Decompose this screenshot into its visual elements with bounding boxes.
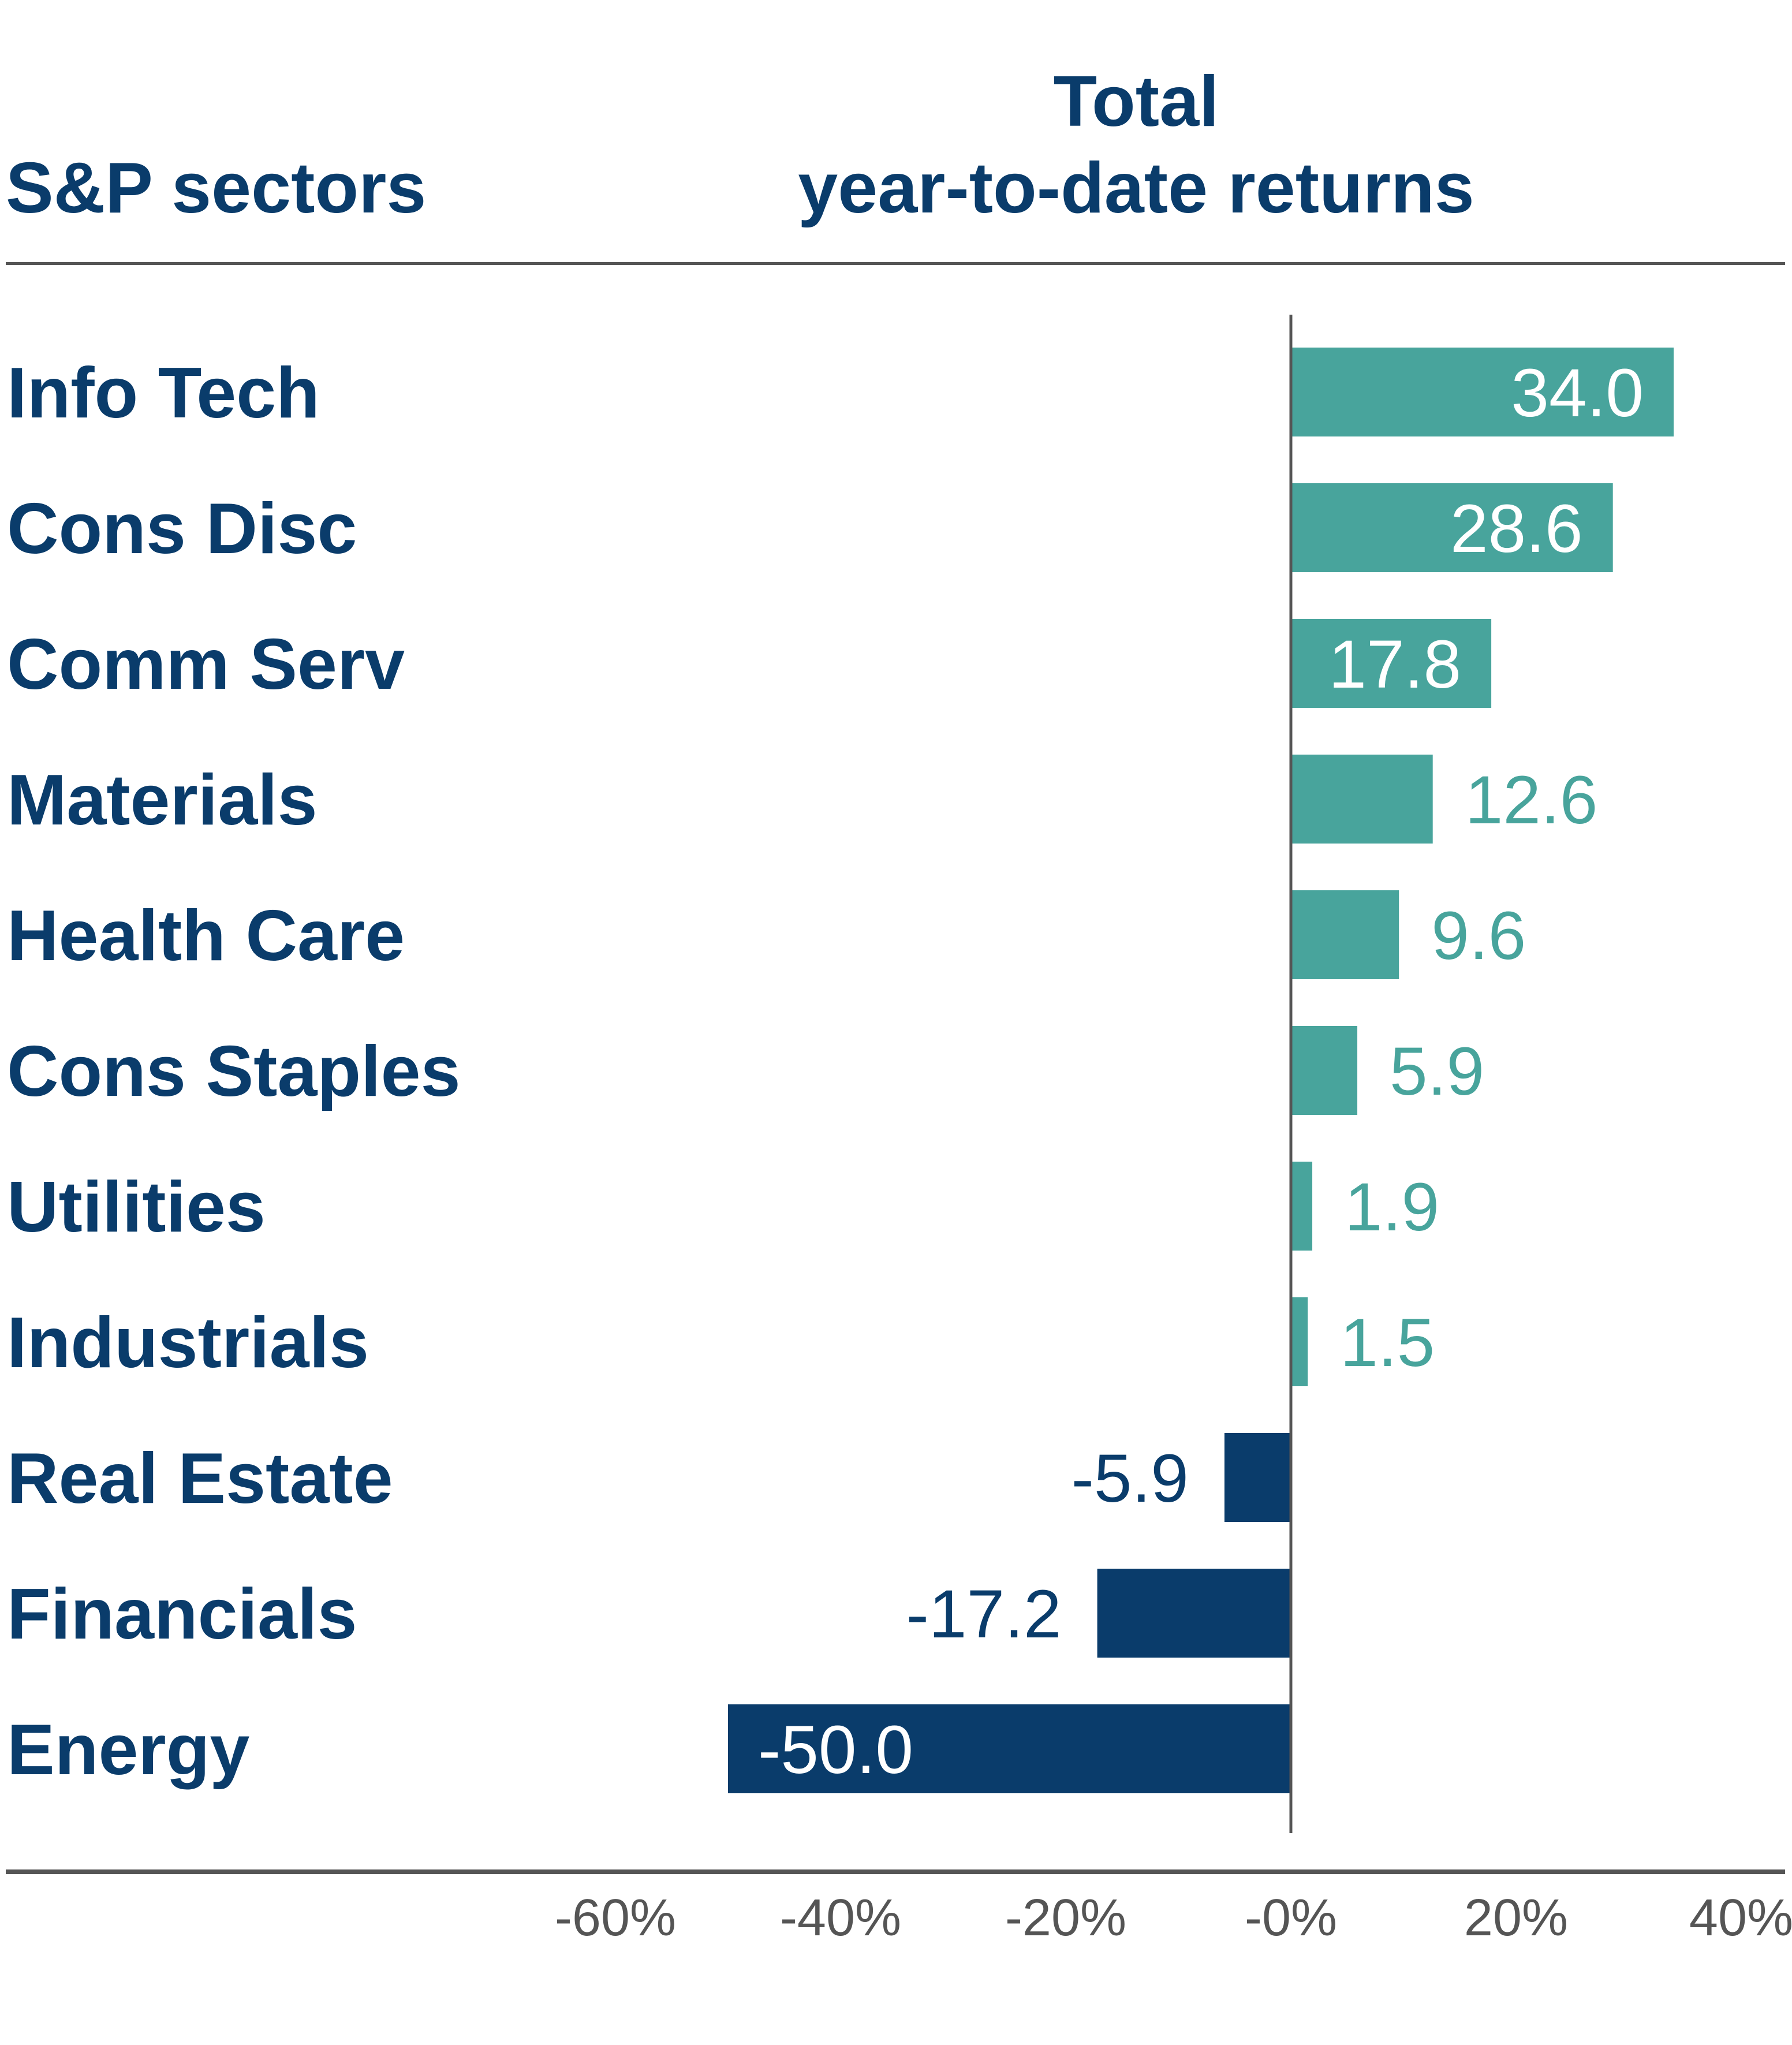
x-tick-label: -40% <box>780 1889 901 1947</box>
category-label-info-tech: Info Tech <box>7 353 320 433</box>
category-label-cons-staples: Cons Staples <box>7 1032 461 1111</box>
bar-cons-staples <box>1291 1026 1358 1115</box>
value-label-cons-disc: 28.6 <box>1450 491 1583 567</box>
bar-energy <box>728 1704 1291 1793</box>
category-label-financials: Financials <box>7 1574 357 1654</box>
value-label-utilities: 1.9 <box>1345 1169 1439 1245</box>
value-label-cons-staples: 5.9 <box>1390 1033 1484 1110</box>
category-label-real-estate: Real Estate <box>7 1439 393 1518</box>
x-tick-label: 40% <box>1689 1889 1792 1947</box>
x-tick-label: -0% <box>1245 1889 1337 1947</box>
category-label-materials: Materials <box>7 760 318 840</box>
x-tick-label: -20% <box>1005 1889 1126 1947</box>
bar-info-tech <box>1291 348 1674 436</box>
header-right-title-line1: Total <box>1054 62 1219 141</box>
bar-financials <box>1097 1569 1291 1658</box>
bars-group: Info Tech 34.0 Cons Disc 28.6 Comm Serv 17.8 M… <box>7 348 1674 1793</box>
value-label-energy: -50.0 <box>758 1712 913 1788</box>
bar-industrials <box>1291 1297 1308 1386</box>
value-label-real-estate: -5.9 <box>1072 1441 1189 1517</box>
x-tick-label: -60% <box>555 1889 676 1947</box>
header-right-title-line2: year-to-date returns <box>798 148 1474 228</box>
category-label-comm-serv: Comm Serv <box>7 625 405 704</box>
value-label-info-tech: 34.0 <box>1511 355 1644 431</box>
value-label-financials: -17.2 <box>906 1576 1062 1652</box>
x-axis-ticks: -60% -40% -20% -0% 20% 40% <box>555 1889 1792 1947</box>
bar-health-care <box>1291 890 1399 979</box>
x-tick-label: 20% <box>1464 1889 1568 1947</box>
value-label-materials: 12.6 <box>1465 762 1598 838</box>
category-label-energy: Energy <box>7 1710 249 1790</box>
value-label-industrials: 1.5 <box>1340 1305 1435 1381</box>
category-label-industrials: Industrials <box>7 1303 369 1383</box>
category-label-cons-disc: Cons Disc <box>7 489 357 569</box>
value-label-health-care: 9.6 <box>1431 898 1526 974</box>
bar-cons-disc <box>1291 483 1613 572</box>
category-label-utilities: Utilities <box>7 1167 266 1247</box>
bar-materials <box>1291 755 1433 844</box>
bar-real-estate <box>1224 1433 1291 1522</box>
header-left-title: S&P sectors <box>6 148 426 228</box>
bottom-rule <box>6 1869 1785 1874</box>
category-label-health-care: Health Care <box>7 896 405 976</box>
bar-comm-serv <box>1291 619 1492 708</box>
header-rule <box>6 262 1785 265</box>
value-label-comm-serv: 17.8 <box>1328 626 1461 703</box>
bar-utilities <box>1291 1162 1313 1251</box>
